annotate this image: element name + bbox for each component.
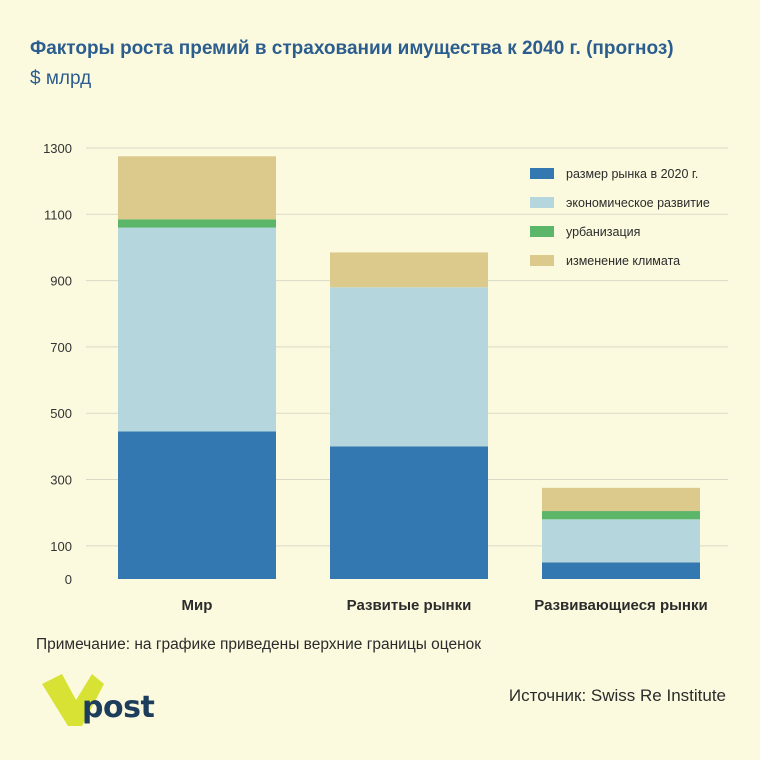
- source-credit: Источник: Swiss Re Institute: [508, 686, 726, 705]
- bar-segment: [118, 227, 276, 432]
- x-category-label: Развивающиеся рынки: [534, 597, 707, 614]
- footnote: Примечание: на графике приведены верхние…: [36, 636, 482, 653]
- legend-swatch: [530, 226, 554, 237]
- bar-segment: [330, 287, 488, 447]
- legend-label: изменение климата: [566, 254, 680, 268]
- y-tick-label: 700: [50, 340, 72, 355]
- logo-icon: [42, 674, 104, 726]
- bar-segment: [118, 219, 276, 228]
- y-tick-label: 100: [50, 539, 72, 554]
- bar-segment: [542, 562, 700, 579]
- bar-segment: [118, 431, 276, 579]
- legend-swatch: [530, 168, 554, 179]
- logo-text: post: [82, 690, 155, 725]
- legend: размер рынка в 2020 г. экономическое разв…: [530, 167, 710, 268]
- bar-segment: [330, 252, 488, 288]
- bar-segment: [542, 519, 700, 563]
- chart-title: Факторы роста премий в страховании имуще…: [30, 38, 674, 59]
- bar-segment: [330, 446, 488, 579]
- stacked-bar-chart: 0 100 300 500 700 900 1100 1300 Мир Развитые рын…: [43, 141, 728, 614]
- legend-swatch: [530, 255, 554, 266]
- y-tick-label: 1100: [44, 207, 72, 222]
- x-category-label: Мир: [182, 597, 213, 614]
- chart-unit: $ млрд: [30, 68, 92, 89]
- y-tick-label: 0: [65, 572, 72, 587]
- bar-segment: [542, 487, 700, 512]
- x-axis-categories: Мир Развитые рынки Развивающиеся рынки: [182, 597, 708, 614]
- legend-label: урбанизация: [566, 225, 640, 239]
- y-tick-label: 900: [50, 274, 72, 289]
- bar-segment: [542, 511, 700, 520]
- x-category-label: Развитые рынки: [347, 597, 472, 614]
- legend-label: экономическое развитие: [566, 196, 710, 210]
- y-tick-label: 500: [50, 406, 72, 421]
- legend-swatch: [530, 197, 554, 208]
- y-tick-label: 300: [50, 473, 72, 488]
- bars: [118, 156, 700, 579]
- bar-segment: [118, 156, 276, 220]
- y-axis-ticks: 0 100 300 500 700 900 1100 1300: [43, 141, 72, 587]
- y-tick-label: 1300: [43, 141, 72, 156]
- legend-label: размер рынка в 2020 г.: [566, 167, 698, 181]
